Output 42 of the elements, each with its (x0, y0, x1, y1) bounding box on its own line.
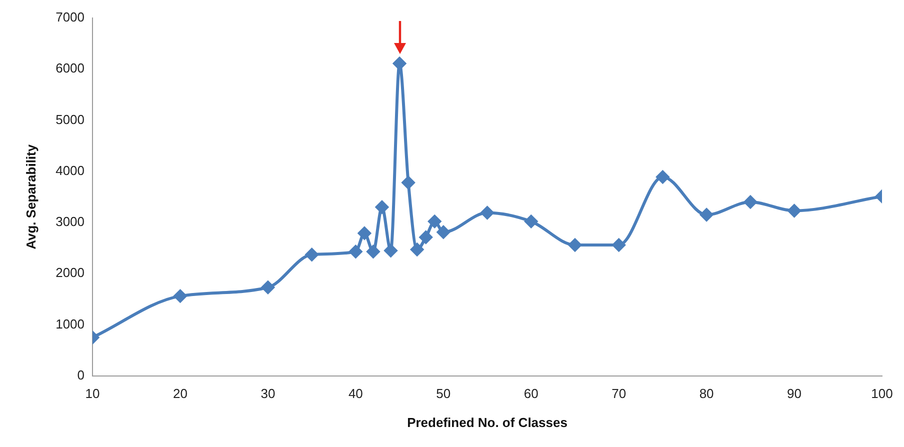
point (656, 170, 670, 184)
point (744, 196, 757, 209)
x-tick-label: 50 (436, 386, 451, 402)
point (358, 226, 371, 240)
point (366, 245, 380, 258)
point (375, 200, 388, 214)
x-axis-title: Predefined No. of Classes (407, 414, 568, 430)
y-tick-label: 3000 (56, 214, 85, 230)
x-tick-label: 30 (260, 386, 276, 402)
point (480, 206, 494, 220)
point (612, 238, 626, 252)
point (788, 204, 801, 218)
point (384, 244, 398, 258)
y-tick-label: 6000 (56, 60, 85, 76)
x-tick-label: 80 (699, 386, 714, 402)
point (402, 176, 415, 190)
point (700, 208, 714, 222)
y-tick-label: 7000 (56, 10, 85, 25)
y-tick-label: 0 (77, 367, 85, 382)
point (410, 243, 424, 256)
y-tick-label: 5000 (56, 112, 85, 127)
x-tick-label: 20 (173, 386, 188, 402)
point (419, 230, 432, 244)
point (305, 248, 318, 262)
y-tick-label: 1000 (56, 316, 85, 332)
point (428, 214, 442, 228)
x-tick-label: 10 (85, 386, 100, 402)
x-tick-label: 70 (612, 386, 626, 402)
x-tick-label: 60 (524, 386, 538, 402)
point (436, 226, 450, 239)
y-tick-label: 4000 (56, 162, 85, 178)
x-tick-label: 100 (871, 386, 893, 402)
point (393, 56, 406, 70)
y-tick-label: 2000 (56, 265, 85, 280)
point (174, 290, 187, 303)
y-axis-title: Avg. Separability (23, 144, 38, 250)
point (568, 238, 582, 252)
x-tick-label: 90 (787, 386, 802, 402)
x-tick-label: 40 (348, 386, 363, 402)
point (349, 245, 362, 258)
point (524, 214, 538, 228)
point (261, 280, 274, 294)
